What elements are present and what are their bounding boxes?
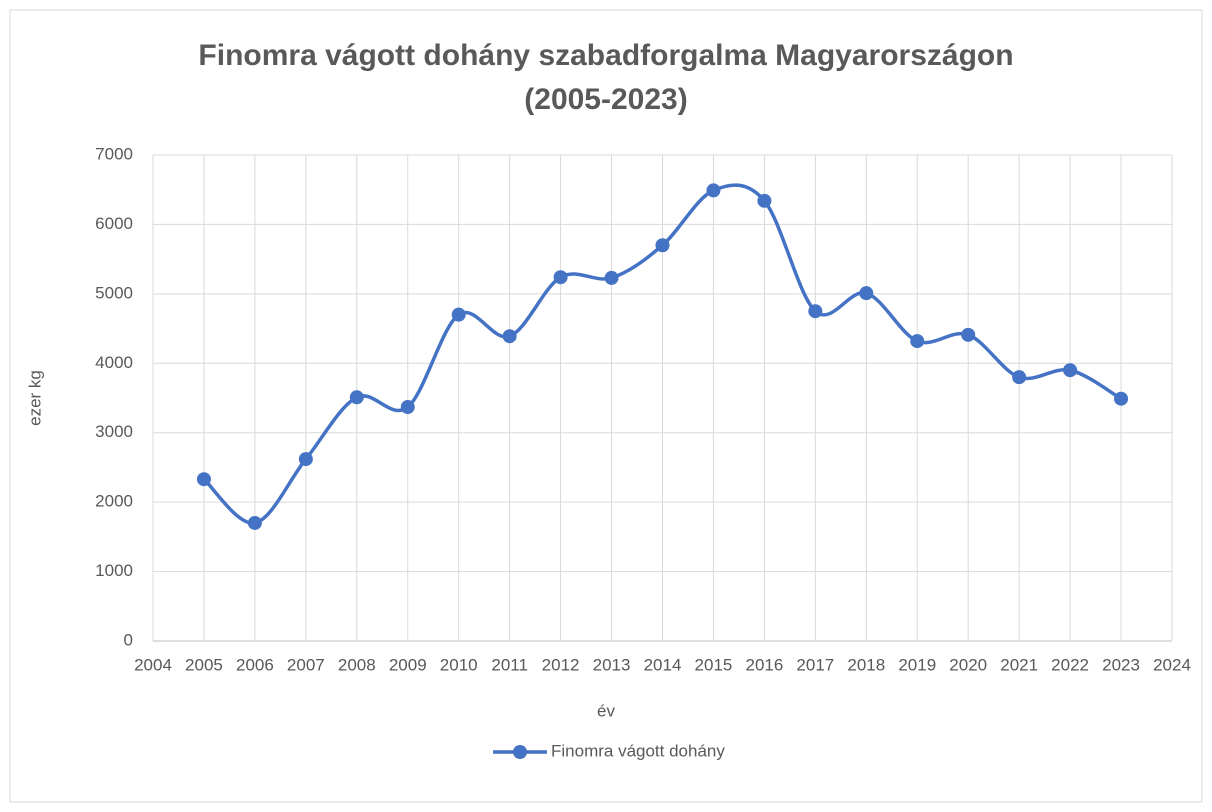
x-tick-label: 2018 <box>847 655 885 674</box>
x-tick-label: 2015 <box>695 655 733 674</box>
data-point <box>604 270 619 285</box>
legend-label: Finomra vágott dohány <box>551 741 725 760</box>
data-point <box>655 238 670 253</box>
data-point <box>196 472 211 487</box>
data-point <box>961 327 976 342</box>
x-tick-label: 2017 <box>796 655 834 674</box>
x-tick-label: 2020 <box>949 655 987 674</box>
y-tick-label: 0 <box>124 630 133 649</box>
data-point <box>247 515 262 530</box>
chart-border <box>9 9 1203 803</box>
data-point <box>451 307 466 322</box>
y-tick-label: 5000 <box>95 283 133 302</box>
x-axis-label: év <box>597 701 615 720</box>
x-tick-label: 2012 <box>542 655 580 674</box>
data-point <box>757 193 772 208</box>
data-point <box>808 304 823 319</box>
data-point <box>706 183 721 198</box>
data-point <box>400 400 415 415</box>
x-tick-label: 2010 <box>440 655 478 674</box>
data-point <box>1063 363 1078 378</box>
x-tick-label: 2019 <box>898 655 936 674</box>
y-tick-label: 3000 <box>95 422 133 441</box>
x-tick-label: 2006 <box>236 655 274 674</box>
y-tick-label: 7000 <box>95 144 133 163</box>
x-tick-label: 2007 <box>287 655 325 674</box>
y-tick-label: 2000 <box>95 492 133 511</box>
legend-marker <box>513 745 527 759</box>
data-point <box>859 286 874 301</box>
data-point <box>502 329 517 344</box>
x-tick-label: 2022 <box>1051 655 1089 674</box>
x-tick-label: 2005 <box>185 655 223 674</box>
x-tick-label: 2016 <box>745 655 783 674</box>
x-tick-label: 2011 <box>491 655 528 674</box>
x-tick-label: 2014 <box>644 655 682 674</box>
data-point <box>1012 370 1027 385</box>
y-tick-label: 4000 <box>95 353 133 372</box>
x-tick-label: 2008 <box>338 655 376 674</box>
x-tick-label: 2024 <box>1153 655 1191 674</box>
data-point <box>349 390 364 405</box>
x-tick-label: 2013 <box>593 655 631 674</box>
data-point <box>910 334 925 349</box>
y-tick-label: 6000 <box>95 214 133 233</box>
x-tick-label: 2021 <box>1000 655 1038 674</box>
data-point <box>553 270 568 285</box>
x-tick-label: 2023 <box>1102 655 1140 674</box>
data-point <box>298 452 313 467</box>
y-axis-label: ezer kg <box>25 370 44 426</box>
x-tick-label: 2004 <box>134 655 172 674</box>
data-point <box>1114 391 1129 406</box>
chart-title: (2005-2023) <box>524 83 687 116</box>
y-tick-label: 1000 <box>95 561 133 580</box>
chart-title: Finomra vágott dohány szabadforgalma Mag… <box>198 39 1013 72</box>
x-tick-label: 2009 <box>389 655 427 674</box>
